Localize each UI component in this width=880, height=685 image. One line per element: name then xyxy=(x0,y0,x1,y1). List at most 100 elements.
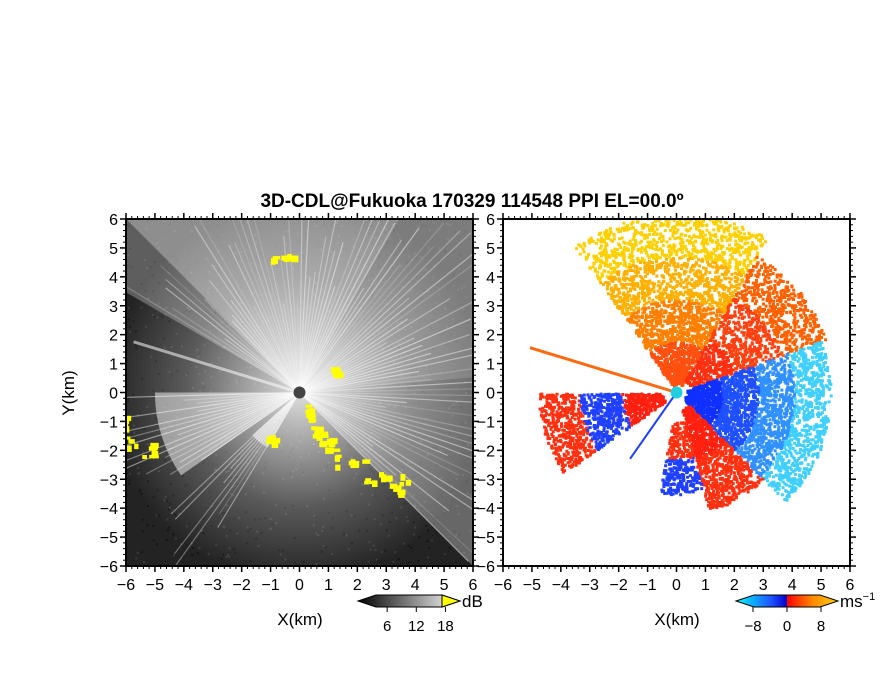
saturated-echo xyxy=(365,478,371,482)
receding-echo xyxy=(655,324,658,327)
receding-echo xyxy=(656,267,659,270)
receding-echo xyxy=(686,297,689,300)
receding-echo xyxy=(685,306,688,309)
receding-echo xyxy=(743,321,746,324)
receding-echo xyxy=(755,279,758,282)
receding-echo xyxy=(686,334,689,337)
receding-echo xyxy=(682,342,685,345)
receding-echo xyxy=(611,293,614,296)
receding-echo xyxy=(721,284,724,287)
saturated-echo xyxy=(386,476,393,482)
receding-echo xyxy=(674,369,677,372)
receding-echo xyxy=(687,259,690,262)
receding-echo xyxy=(806,334,809,337)
receding-echo xyxy=(767,330,770,333)
receding-echo xyxy=(745,298,748,301)
receding-echo xyxy=(638,300,641,303)
receding-echo xyxy=(727,344,730,347)
receding-echo xyxy=(806,309,809,312)
receding-echo xyxy=(776,303,779,306)
receding-echo xyxy=(651,307,654,310)
receding-echo xyxy=(769,269,772,272)
receding-echo xyxy=(707,308,710,311)
receding-echo xyxy=(789,333,792,336)
receding-echo xyxy=(778,298,781,301)
receding-echo xyxy=(595,242,598,245)
receding-echo xyxy=(688,296,691,299)
receding-echo xyxy=(653,283,656,286)
receding-echo xyxy=(668,264,671,267)
receding-echo xyxy=(768,292,771,295)
receding-echo xyxy=(744,293,747,296)
receding-echo xyxy=(706,243,709,246)
receding-echo xyxy=(730,273,733,276)
receding-echo xyxy=(665,254,668,257)
receding-echo xyxy=(679,291,682,294)
receding-echo xyxy=(670,280,673,283)
receding-echo xyxy=(640,240,643,243)
receding-echo xyxy=(792,313,795,316)
receding-echo xyxy=(674,290,677,293)
receding-echo xyxy=(674,341,677,344)
receding-echo xyxy=(670,304,673,307)
receding-echo xyxy=(657,284,660,287)
receding-echo xyxy=(742,228,745,231)
receding-echo xyxy=(712,252,715,255)
receding-echo xyxy=(701,377,704,380)
receding-echo xyxy=(696,360,699,363)
receding-echo xyxy=(674,315,677,318)
receding-echo xyxy=(633,295,636,298)
receding-echo xyxy=(686,292,689,295)
saturated-echo xyxy=(282,257,288,260)
receding-echo xyxy=(619,296,622,299)
receding-echo xyxy=(637,249,640,252)
receding-echo xyxy=(632,309,635,312)
receding-echo xyxy=(792,292,795,295)
receding-echo xyxy=(709,312,712,315)
receding-echo xyxy=(692,244,695,247)
receding-echo xyxy=(676,372,679,375)
receding-echo xyxy=(640,231,643,234)
receding-echo xyxy=(770,346,773,349)
receding-echo xyxy=(701,280,704,283)
receding-echo xyxy=(701,274,704,277)
receding-echo xyxy=(659,310,662,313)
receding-echo xyxy=(610,276,613,279)
receding-echo xyxy=(667,304,670,307)
receding-echo xyxy=(659,235,662,238)
receding-echo xyxy=(719,266,722,269)
receding-echo xyxy=(627,242,630,245)
receding-echo xyxy=(669,229,672,232)
receding-echo xyxy=(667,268,670,271)
receding-echo xyxy=(763,291,766,294)
noise-speck xyxy=(141,551,143,553)
receding-echo xyxy=(746,242,749,245)
receding-echo xyxy=(685,312,688,315)
receding-echo xyxy=(799,334,802,337)
receding-echo xyxy=(644,268,647,271)
receding-echo xyxy=(701,309,704,312)
receding-echo xyxy=(758,233,761,236)
receding-echo xyxy=(754,296,757,299)
receding-echo xyxy=(658,316,661,319)
receding-echo xyxy=(726,356,729,359)
receding-echo xyxy=(734,251,737,254)
receding-echo xyxy=(664,229,667,232)
receding-echo xyxy=(690,278,693,281)
receding-echo xyxy=(784,300,787,303)
receding-echo xyxy=(671,366,674,369)
receding-echo xyxy=(771,266,774,269)
receding-echo xyxy=(756,321,759,324)
saturated-echo xyxy=(266,438,272,444)
receding-echo xyxy=(688,242,691,245)
receding-echo xyxy=(598,232,601,235)
receding-echo xyxy=(751,299,754,302)
receding-echo xyxy=(588,266,591,269)
receding-echo xyxy=(797,325,800,328)
receding-echo xyxy=(667,315,670,318)
x-tick-label: −3 xyxy=(204,577,222,594)
receding-echo xyxy=(654,303,657,306)
receding-echo xyxy=(623,242,626,245)
receding-echo xyxy=(646,224,649,227)
saturated-echo xyxy=(393,485,401,492)
